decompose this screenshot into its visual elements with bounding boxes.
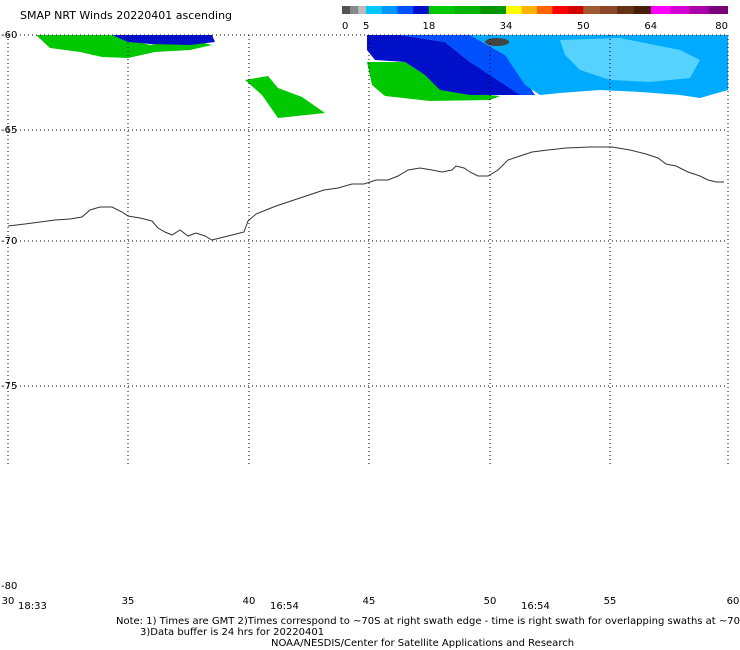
scale-label-5: 64: [644, 21, 657, 32]
scale-segment-4-0: [583, 6, 601, 14]
map-title: SMAP NRT Winds 20220401 ascending: [20, 9, 233, 22]
lat-label-2: -70: [1, 236, 17, 247]
land-spot: [485, 38, 509, 46]
wind-swath-darkblue-left: [112, 35, 215, 45]
color-scale-labels: 0 5 18 34 50 64 80: [342, 21, 728, 32]
lat-label-1: -65: [1, 125, 17, 136]
note-line-1: Note: 1) Times are GMT 2)Times correspon…: [116, 616, 740, 627]
lon-label-5: 55: [604, 596, 617, 607]
scale-segment-3-4: [567, 6, 584, 14]
lat-grid-lines: [8, 34, 728, 387]
lon-grid-lines: [7, 35, 729, 465]
scale-segment-3-0: [506, 6, 522, 14]
note-line-3: NOAA/NESDIS/Center for Satellite Applica…: [271, 638, 575, 649]
scale-label-2: 18: [422, 21, 435, 32]
latitude-labels: -60 -65 -70 -75 -80: [1, 30, 17, 592]
scale-segment-4-1: [600, 6, 618, 14]
scale-segment-5-2: [689, 6, 710, 14]
scale-segment-5-3: [708, 6, 728, 14]
time-labels: 18:33 16:54 16:54: [18, 601, 550, 612]
longitude-labels: 30 35 40 45 50 55 60: [2, 596, 740, 607]
wind-swath-paleblue-right: [560, 38, 700, 82]
time-label-0: 18:33: [18, 601, 47, 612]
scale-segment-0-0: [342, 6, 351, 14]
scale-segment-1-2: [397, 6, 414, 14]
scale-label-3: 34: [500, 21, 513, 32]
lon-label-6: 60: [727, 596, 740, 607]
scale-segment-2-2: [480, 6, 507, 14]
scale-segment-5-0: [650, 6, 671, 14]
wind-swath-darkblue-right: [367, 35, 525, 95]
scale-segment-1-1: [381, 6, 398, 14]
lon-label-1: 35: [122, 596, 135, 607]
wind-swath-midblue-right: [400, 35, 535, 95]
lat-label-4: -80: [1, 581, 17, 592]
scale-segment-3-2: [536, 6, 553, 14]
scale-segment-2-0: [428, 6, 456, 14]
time-label-2: 16:54: [521, 601, 550, 612]
time-label-1: 16:54: [270, 601, 299, 612]
scale-segment-1-3: [413, 6, 430, 14]
wind-swath-green-small: [245, 76, 325, 118]
antarctic-coastline: [7, 146, 724, 241]
lon-label-0: 30: [2, 596, 15, 607]
scale-label-4: 50: [577, 21, 590, 32]
scale-segment-2-1: [454, 6, 481, 14]
scale-label-1: 5: [363, 21, 369, 32]
lon-label-4: 50: [484, 596, 497, 607]
scale-segment-0-1: [350, 6, 359, 14]
scale-segment-3-3: [552, 6, 569, 14]
lat-label-3: -75: [1, 381, 17, 392]
wind-color-scale: 0 5 18 34 50 64 80: [342, 6, 728, 32]
scale-label-6: 80: [715, 21, 728, 32]
scale-label-0: 0: [342, 21, 348, 32]
lon-label-3: 45: [363, 596, 376, 607]
scale-segment-3-1: [521, 6, 538, 14]
color-scale-bars: [342, 6, 728, 14]
wind-swath-green-left: [36, 35, 212, 58]
lat-label-0: -60: [1, 30, 17, 41]
scale-segment-4-3: [633, 6, 652, 14]
lon-label-2: 40: [243, 596, 256, 607]
scale-segment-5-1: [670, 6, 690, 14]
scale-segment-0-2: [358, 6, 367, 14]
scale-segment-1-0: [366, 6, 383, 14]
scale-segment-4-2: [617, 6, 635, 14]
note-line-2: 3)Data buffer is 24 hrs for 20220401: [140, 627, 325, 638]
